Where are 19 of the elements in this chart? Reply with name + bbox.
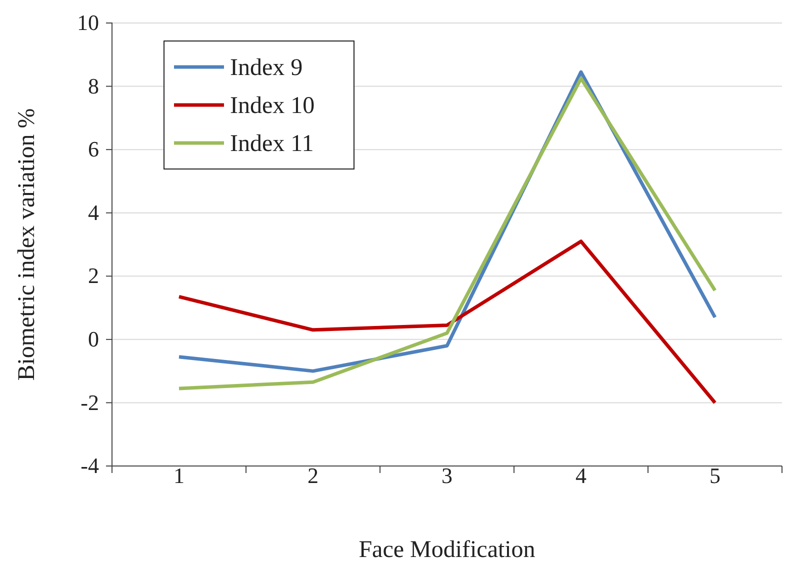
x-tick-label: 3 (442, 463, 452, 488)
y-tick-label: 6 (88, 136, 99, 162)
y-tick-label: 8 (88, 73, 99, 98)
y-tick-label: 10 (77, 10, 99, 36)
y-tick-label: 2 (88, 263, 99, 288)
x-axis-title: Face Modification (358, 537, 536, 562)
y-tick-label: -4 (80, 453, 99, 478)
x-tick-label: 5 (710, 463, 720, 488)
legend-label: Index 9 (230, 55, 303, 81)
legend-label: Index 11 (230, 131, 314, 157)
y-axis-title: Biometric index variation % (14, 108, 40, 381)
x-tick-label: 4 (576, 463, 586, 488)
legend-label: Index 10 (230, 93, 315, 119)
y-tick-label: 4 (88, 200, 99, 225)
x-tick-label: 2 (308, 463, 318, 488)
x-tick-label: 1 (174, 463, 184, 488)
y-tick-label: -2 (80, 390, 99, 415)
line-series (177, 240, 717, 404)
y-tick-label: 0 (88, 326, 99, 352)
